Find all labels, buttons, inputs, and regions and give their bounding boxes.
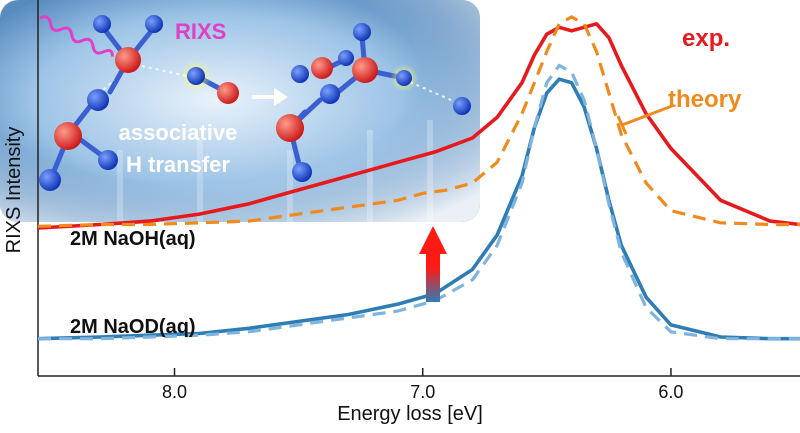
rixs-inset-label: RIXS xyxy=(175,19,226,44)
x-tick-label: 7.0 xyxy=(410,382,435,402)
exp-label: exp. xyxy=(682,25,730,52)
transfer-arrow-icon xyxy=(252,88,288,106)
y-axis-label: RIXS Intensity xyxy=(3,127,25,254)
x-tick-label: 6.0 xyxy=(658,382,683,402)
series-line-naoh-theory xyxy=(37,15,800,228)
x-ticks: 8.0 7.0 6.0 xyxy=(162,368,683,402)
inset-illustration: RIXS associative H transfer xyxy=(0,0,480,222)
xray-wave-icon xyxy=(39,15,114,57)
naoh-label: 2M NaOH(aq) xyxy=(70,228,196,250)
x-tick-label: 8.0 xyxy=(162,382,187,402)
inset-caption-line1: associative xyxy=(119,120,238,145)
theory-leader-line xyxy=(616,104,673,135)
molecule-left-atoms xyxy=(39,15,239,191)
molecule-right-atoms xyxy=(276,23,471,182)
series-layer xyxy=(37,15,800,341)
theory-label: theory xyxy=(668,86,742,113)
increase-arrow-icon xyxy=(419,226,447,302)
naod-label: 2M NaOD(aq) xyxy=(70,316,196,338)
inset-caption-line2: H transfer xyxy=(126,152,230,177)
series-line-naod-theory xyxy=(38,63,800,341)
plot-frame xyxy=(37,0,800,377)
x-axis-label: Energy loss [eV] xyxy=(337,403,483,425)
series-line-naoh-exp xyxy=(37,22,800,230)
